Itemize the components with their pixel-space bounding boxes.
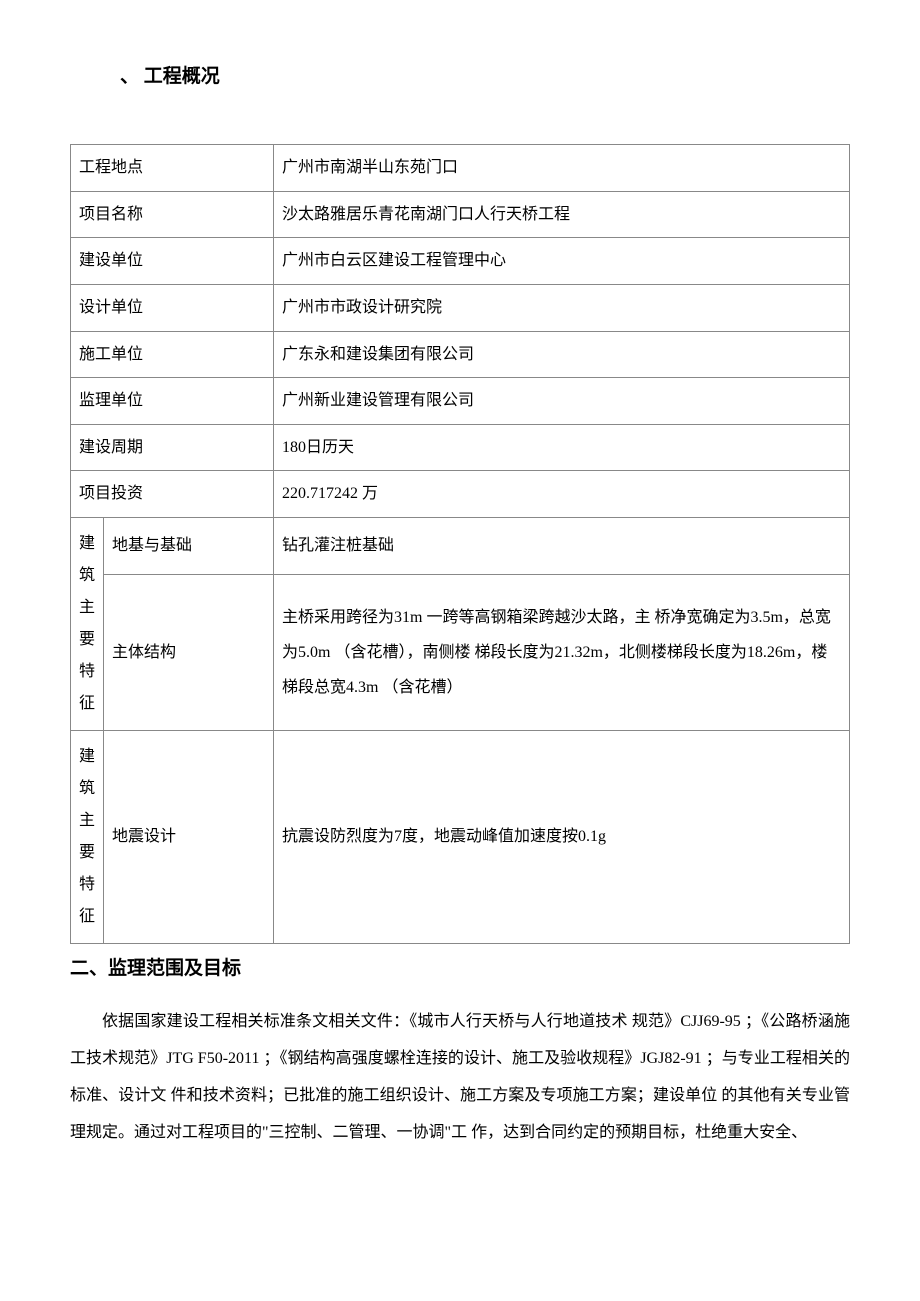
- row-label: 工程地点: [71, 145, 274, 192]
- row-value: 广东永和建设集团有限公司: [274, 331, 850, 378]
- row-value: 广州新业建设管理有限公司: [274, 378, 850, 425]
- table-row: 项目投资 220.717242 万: [71, 471, 850, 518]
- section-2-heading: 二、监理范围及目标: [70, 952, 850, 986]
- table-row: 工程地点 广州市南湖半山东苑门口: [71, 145, 850, 192]
- table-row: 施工单位 广东永和建设集团有限公司: [71, 331, 850, 378]
- table-row: 主体结构 主桥采用跨径为31m 一跨等高钢箱梁跨越沙太路，主 桥净宽确定为3.5…: [71, 575, 850, 731]
- table-row: 监理单位 广州新业建设管理有限公司: [71, 378, 850, 425]
- section-1-heading: 、 工程概况: [120, 60, 850, 94]
- row-sublabel: 地基与基础: [104, 517, 274, 574]
- body-paragraph: 依据国家建设工程相关标准条文相关文件：《城市人行天桥与人行地道技术 规范》CJJ…: [70, 1004, 850, 1151]
- project-info-table: 工程地点 广州市南湖半山东苑门口 项目名称 沙太路雅居乐青花南湖门口人行天桥工程…: [70, 144, 850, 944]
- table-row: 建设单位 广州市白云区建设工程管理中心: [71, 238, 850, 285]
- row-sublabel: 主体结构: [104, 575, 274, 731]
- row-value: 180日历天: [274, 424, 850, 471]
- row-value: 广州市市政设计研究院: [274, 284, 850, 331]
- row-value: 主桥采用跨径为31m 一跨等高钢箱梁跨越沙太路，主 桥净宽确定为3.5m，总宽为…: [274, 575, 850, 731]
- table-row: 项目名称 沙太路雅居乐青花南湖门口人行天桥工程: [71, 191, 850, 238]
- row-value: 钻孔灌注桩基础: [274, 517, 850, 574]
- row-label: 设计单位: [71, 284, 274, 331]
- table-row: 建筑主要特征 地震设计 抗震设防烈度为7度，地震动峰值加速度按0.1g: [71, 730, 850, 943]
- row-value: 抗震设防烈度为7度，地震动峰值加速度按0.1g: [274, 730, 850, 943]
- row-label: 建设周期: [71, 424, 274, 471]
- row-value: 广州市白云区建设工程管理中心: [274, 238, 850, 285]
- row-label: 建设单位: [71, 238, 274, 285]
- table-row: 建设周期 180日历天: [71, 424, 850, 471]
- row-value: 广州市南湖半山东苑门口: [274, 145, 850, 192]
- row-label: 项目投资: [71, 471, 274, 518]
- table-row: 建筑主要特征 地基与基础 钻孔灌注桩基础: [71, 517, 850, 574]
- row-label: 施工单位: [71, 331, 274, 378]
- row-label: 项目名称: [71, 191, 274, 238]
- row-value: 沙太路雅居乐青花南湖门口人行天桥工程: [274, 191, 850, 238]
- table-row: 设计单位 广州市市政设计研究院: [71, 284, 850, 331]
- row-sublabel: 地震设计: [104, 730, 274, 943]
- row-value: 220.717242 万: [274, 471, 850, 518]
- row-label: 监理单位: [71, 378, 274, 425]
- feature-group-label: 建筑主要特征: [71, 730, 104, 943]
- feature-group-label: 建筑主要特征: [71, 517, 104, 730]
